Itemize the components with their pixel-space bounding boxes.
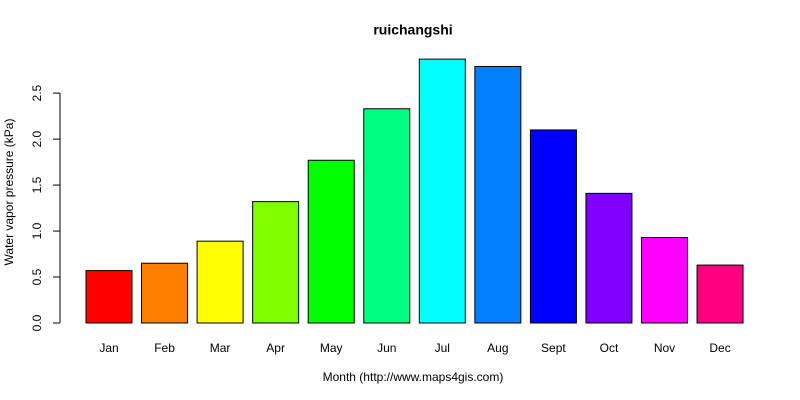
bar — [696, 264, 744, 324]
bar — [363, 108, 411, 324]
x-tick-label: Mar — [210, 341, 231, 355]
x-tick-label: Oct — [600, 341, 619, 355]
bar — [196, 240, 244, 324]
bar — [85, 270, 133, 324]
bar — [252, 201, 300, 324]
x-tick-label: Jan — [99, 341, 118, 355]
x-tick-label: Aug — [487, 341, 508, 355]
x-tick-label: Dec — [709, 341, 730, 355]
bar — [474, 65, 522, 324]
bar — [141, 262, 189, 324]
y-tick-label: 0.5 — [30, 268, 44, 285]
bar — [529, 129, 577, 324]
x-axis-label: Month (http://www.maps4gis.com) — [323, 370, 504, 384]
x-tick-label: Sept — [541, 341, 566, 355]
y-tick-label: 1.0 — [30, 222, 44, 239]
y-tick-label: 1.5 — [30, 176, 44, 193]
y-tick-label: 0.0 — [30, 314, 44, 331]
bar — [641, 236, 688, 324]
bar — [307, 159, 355, 324]
x-tick-label: Nov — [654, 341, 675, 355]
bar — [585, 192, 633, 324]
x-tick-label: Feb — [154, 341, 175, 355]
y-tick-label: 2.0 — [30, 130, 44, 147]
x-tick-label: Apr — [266, 341, 285, 355]
y-axis-label: Water vapor pressure (kPa) — [2, 119, 16, 266]
chart-title: ruichangshi — [373, 22, 452, 38]
bar — [418, 58, 466, 324]
y-tick-label: 2.5 — [30, 84, 44, 101]
x-tick-label: Jun — [377, 341, 396, 355]
x-tick-label: Jul — [435, 341, 450, 355]
x-tick-label: May — [320, 341, 343, 355]
